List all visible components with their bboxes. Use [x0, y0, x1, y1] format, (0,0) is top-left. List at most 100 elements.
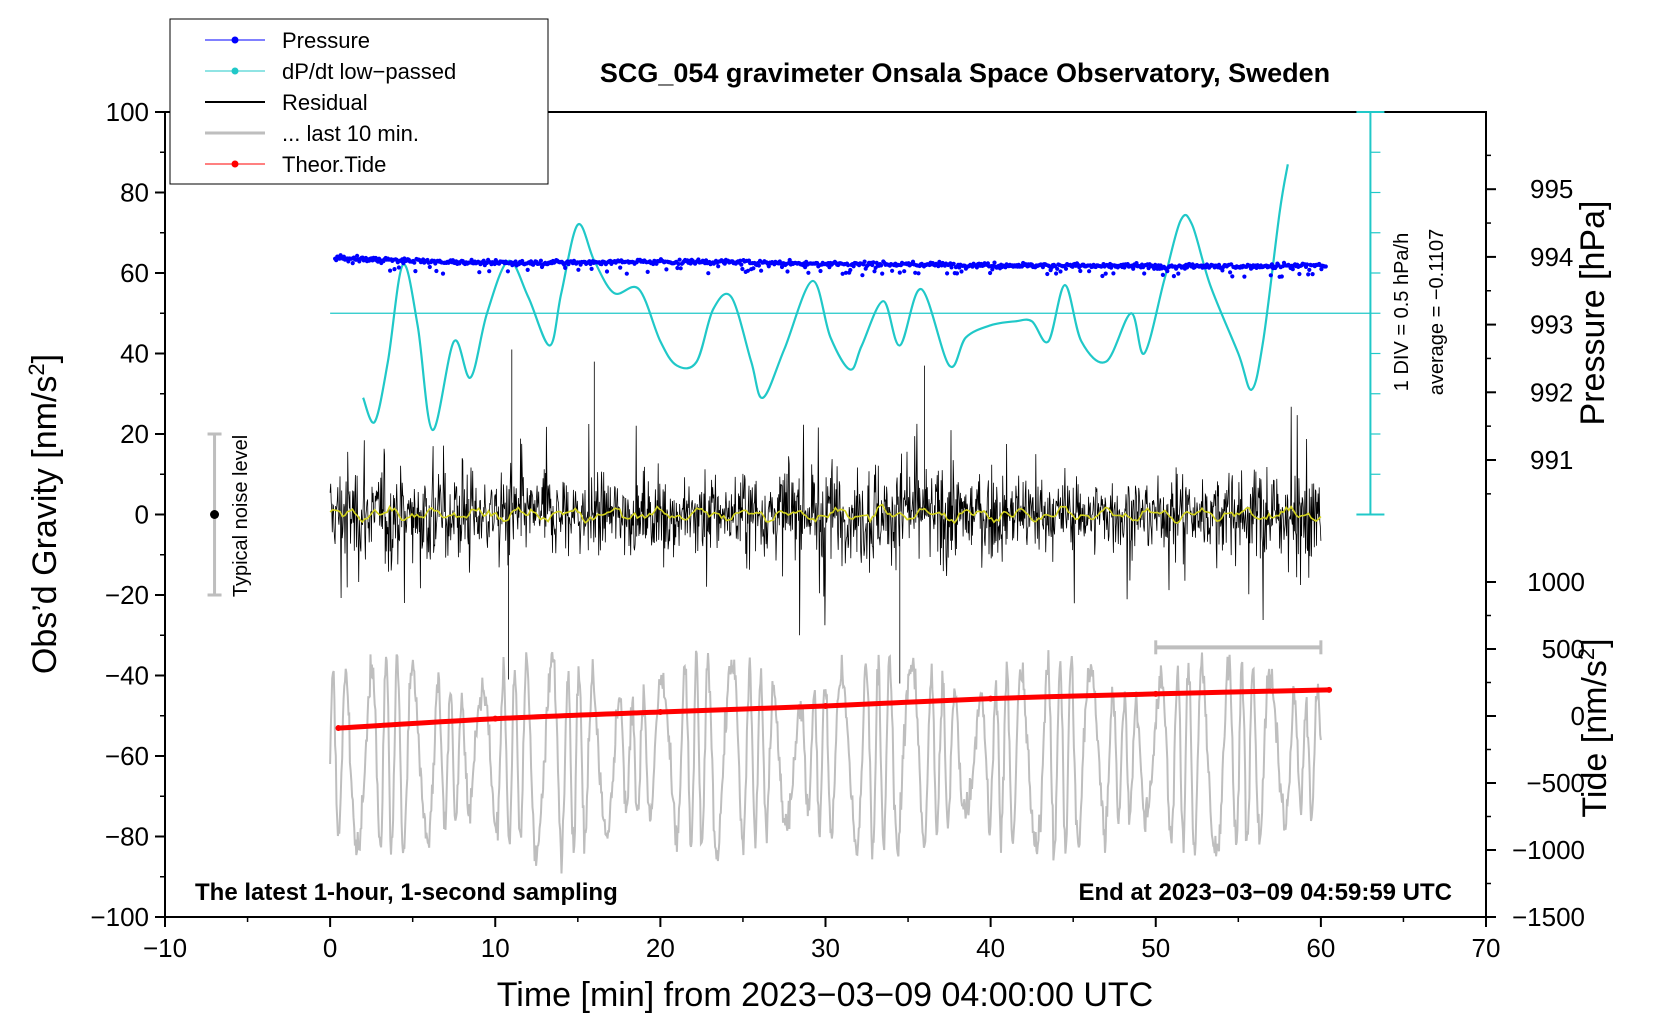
- pressure-point: [477, 270, 482, 275]
- pressure-point: [1268, 273, 1273, 278]
- pressure-point: [1323, 264, 1328, 269]
- pressure-tick-label: 995: [1530, 174, 1573, 204]
- tide-point: [822, 702, 829, 709]
- y-tick-label: 20: [120, 419, 149, 449]
- pressure-tick-label: 994: [1530, 242, 1573, 272]
- x-tick-label: 50: [1141, 933, 1170, 963]
- pressure-point: [897, 270, 902, 275]
- pressure-point: [1310, 272, 1315, 277]
- pressure-point: [645, 269, 650, 274]
- x-tick-label: 40: [976, 933, 1005, 963]
- residual-layer: [329, 349, 1322, 684]
- y-tick-label: −100: [90, 902, 149, 932]
- pressure-point: [1055, 266, 1060, 271]
- pressure-tick-label: 993: [1530, 310, 1573, 340]
- pressure-point: [1142, 271, 1147, 276]
- pressure-point: [1306, 272, 1311, 277]
- pressure-point: [676, 261, 681, 267]
- pressure-point: [902, 269, 907, 274]
- tide-tick-label: −1000: [1512, 835, 1585, 865]
- tide-tick-label: 1000: [1527, 567, 1585, 597]
- note-latest-hour: The latest 1-hour, 1-second sampling: [195, 879, 618, 906]
- pressure-tick-label: 991: [1530, 445, 1573, 475]
- pressure-point: [434, 268, 439, 274]
- pressure-point: [678, 266, 683, 271]
- pressure-point: [1160, 272, 1165, 277]
- legend-entry-pressure: Pressure: [205, 28, 370, 53]
- pressure-point: [992, 260, 997, 265]
- legend: Pressure dP/dt low−passed Residual ... l…: [169, 18, 549, 185]
- pressure-point: [862, 259, 867, 264]
- legend-marker-tide: [231, 160, 239, 168]
- x-tick-label: 70: [1472, 933, 1501, 963]
- pressure-point: [945, 271, 950, 276]
- pressure-point: [818, 268, 823, 274]
- pressure-point: [1131, 266, 1136, 271]
- pressure-point: [1176, 271, 1181, 276]
- pressure-point: [787, 257, 792, 263]
- pressure-point: [949, 265, 954, 270]
- y-tick-label: 80: [120, 178, 149, 208]
- pressure-point: [988, 270, 993, 276]
- y-tick-label: 40: [120, 339, 149, 369]
- y-tick-label: 0: [135, 500, 149, 530]
- pressure-point: [1230, 274, 1235, 279]
- pressure-point: [1103, 271, 1108, 276]
- y-axis-title-tide-main: Tide [nm/s: [1576, 660, 1614, 817]
- legend-entry-last10: ... last 10 min.: [205, 121, 419, 146]
- pressure-point: [1045, 271, 1050, 277]
- tick-labels-layer: −10 0 10 20 30 40 50 60 70−100−80−60−40−20020406…: [90, 97, 1585, 963]
- pressure-point: [392, 267, 397, 272]
- pressure-point: [604, 269, 610, 274]
- pressure-point: [751, 266, 756, 271]
- pressure-point: [1228, 270, 1233, 275]
- pressure-point: [525, 267, 530, 272]
- chart-title: SCG_054 gravimeter Onsala Space Observat…: [600, 58, 1330, 88]
- noise-level-label: Typical noise level: [230, 435, 252, 597]
- tide-layer: [335, 686, 1333, 732]
- x-tick-label: −10: [143, 933, 187, 963]
- pressure-point: [1171, 274, 1176, 279]
- tide-point: [1152, 690, 1159, 697]
- y-axis-title-left-sup: 2: [24, 363, 49, 375]
- pressure-point: [1111, 271, 1116, 276]
- pressure-point: [974, 265, 980, 270]
- pressure-point: [990, 267, 995, 272]
- pressure-point: [759, 268, 764, 273]
- pressure-point: [848, 267, 853, 273]
- tide-tick-label: 0: [1571, 701, 1585, 731]
- y-axis-title-left-close: ]: [26, 354, 64, 363]
- legend-entry-residual: Residual: [205, 90, 368, 115]
- pressure-point: [880, 271, 885, 276]
- tide-tick-label: −500: [1526, 768, 1585, 798]
- pressure-tick-label: 992: [1530, 377, 1573, 407]
- legend-label-pressure: Pressure: [282, 28, 370, 53]
- pressure-point: [1307, 267, 1312, 272]
- pressure-point: [954, 271, 960, 276]
- pressure-point: [589, 266, 594, 271]
- pressure-point: [716, 264, 721, 269]
- pressure-point: [440, 271, 446, 276]
- pressure-point: [1054, 271, 1059, 276]
- pressure-point: [677, 257, 682, 262]
- pressure-point: [469, 257, 474, 262]
- pressure-point: [706, 271, 711, 276]
- legend-label-tide: Theor.Tide: [282, 152, 386, 177]
- pressure-point: [412, 260, 417, 265]
- y-axis-title-left: Obs’d Gravity [nm/s2]: [24, 354, 64, 674]
- pressure-layer: [333, 253, 1328, 279]
- x-tick-label: 0: [323, 933, 337, 963]
- pressure-point: [846, 263, 851, 268]
- pressure-point: [388, 268, 393, 273]
- pressure-point: [624, 271, 629, 276]
- pressure-point: [1242, 274, 1247, 279]
- pressure-point: [860, 273, 865, 278]
- legend-marker-pressure: [231, 36, 239, 44]
- legend-label-dpdt: dP/dt low−passed: [282, 59, 456, 84]
- pressure-point: [413, 269, 418, 274]
- tide-point: [987, 695, 994, 702]
- legend-marker-dpdt: [231, 67, 239, 75]
- dpdt-average-label: average = −0.1107: [1426, 229, 1448, 395]
- pressure-point: [576, 267, 581, 272]
